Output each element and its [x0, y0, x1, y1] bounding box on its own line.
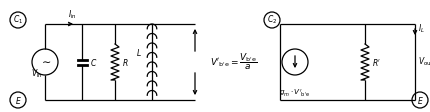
Text: $R$: $R$ — [122, 56, 129, 68]
Text: $I_{\rm in}$: $I_{\rm in}$ — [68, 8, 77, 20]
Text: $C$: $C$ — [90, 56, 97, 68]
Text: $\sim$: $\sim$ — [39, 57, 51, 67]
Text: $L$: $L$ — [136, 46, 142, 57]
Text: $E$: $E$ — [15, 95, 22, 106]
Text: $E$: $E$ — [417, 95, 424, 106]
Text: $V_{\rm in}$: $V_{\rm in}$ — [31, 68, 43, 80]
Text: $V'_{\rm b'e} = \dfrac{V_{\rm b'e}}{a}$: $V'_{\rm b'e} = \dfrac{V_{\rm b'e}}{a}$ — [210, 52, 257, 72]
Text: $C_1$: $C_1$ — [13, 14, 23, 26]
Text: $V_{\rm out}$: $V_{\rm out}$ — [418, 56, 430, 68]
Text: $R'$: $R'$ — [372, 56, 381, 68]
Text: $g_m \cdot V'_{\rm b'e}$: $g_m \cdot V'_{\rm b'e}$ — [280, 88, 310, 99]
Text: $C_2$: $C_2$ — [267, 14, 277, 26]
Text: $I_L$: $I_L$ — [418, 23, 425, 35]
